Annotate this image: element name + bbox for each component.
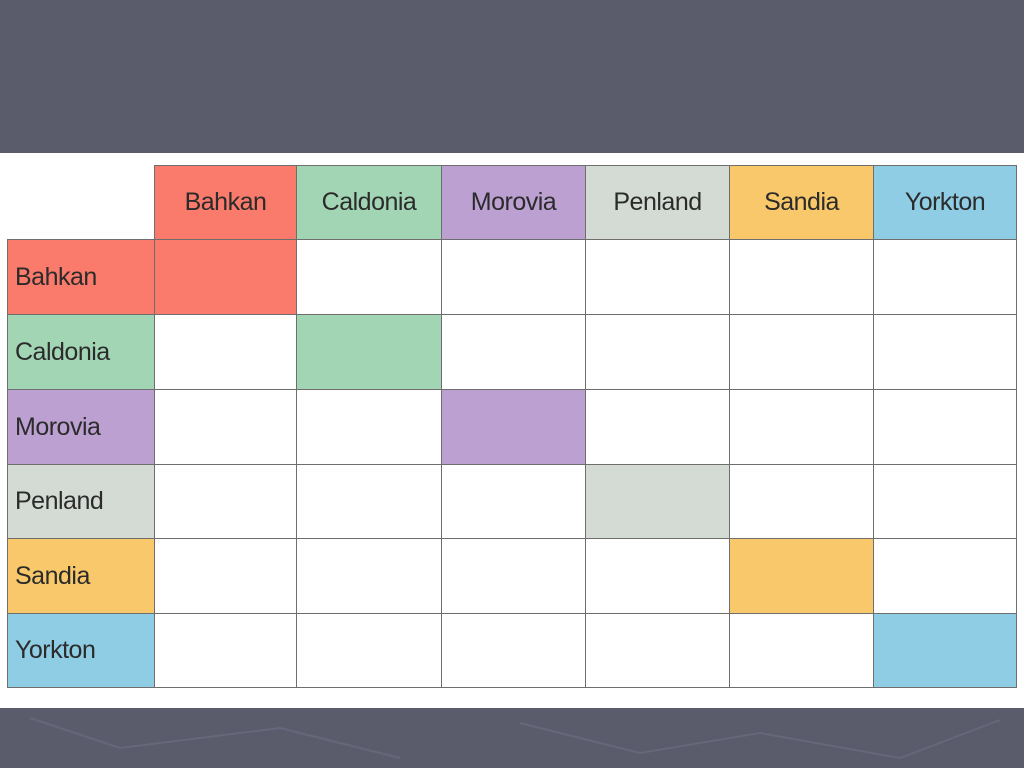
column-header: Yorkton [873, 165, 1017, 240]
cell [873, 464, 1017, 539]
cell [441, 464, 586, 539]
cell [585, 314, 730, 390]
cell [873, 239, 1017, 315]
cell [585, 389, 730, 465]
column-header: Penland [585, 165, 730, 240]
cell [729, 464, 874, 539]
diagonal-cell [441, 389, 586, 465]
cell [873, 314, 1017, 390]
row-header: Caldonia [7, 314, 155, 390]
row-header: Sandia [7, 538, 155, 614]
diagonal-cell [873, 613, 1017, 688]
cell [296, 389, 442, 465]
cell [441, 613, 586, 688]
cell [154, 538, 297, 614]
cell [729, 314, 874, 390]
cell [729, 239, 874, 315]
cell [729, 389, 874, 465]
cell [154, 613, 297, 688]
cell [441, 314, 586, 390]
column-header: Bahkan [154, 165, 297, 240]
row-header: Bahkan [7, 239, 155, 315]
column-header: Morovia [441, 165, 586, 240]
row-header: Penland [7, 464, 155, 539]
cell [729, 613, 874, 688]
cell [296, 538, 442, 614]
cell [154, 464, 297, 539]
cell [296, 239, 442, 315]
row-header: Morovia [7, 389, 155, 465]
header-band [0, 0, 1024, 153]
diagonal-cell [729, 538, 874, 614]
cell [441, 538, 586, 614]
column-header: Caldonia [296, 165, 442, 240]
row-header: Yorkton [7, 613, 155, 688]
cell [585, 239, 730, 315]
cell [441, 239, 586, 315]
diagonal-cell [585, 464, 730, 539]
diagonal-cell [296, 314, 442, 390]
cell [296, 464, 442, 539]
cell [154, 314, 297, 390]
cell [873, 538, 1017, 614]
cell [585, 613, 730, 688]
cell [873, 389, 1017, 465]
footer-band [0, 708, 1024, 768]
column-header: Sandia [729, 165, 874, 240]
cell [585, 538, 730, 614]
cell [296, 613, 442, 688]
cell [154, 389, 297, 465]
diagonal-cell [154, 239, 297, 315]
decoration [29, 717, 1001, 760]
